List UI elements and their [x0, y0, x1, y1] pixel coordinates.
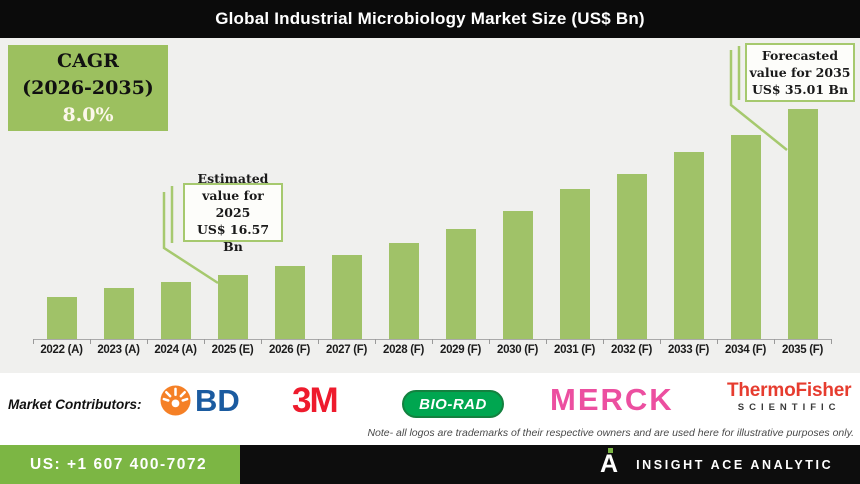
callout-forecasted-2035: Forecasted value for 2035 US$ 35.01 Bn	[745, 43, 855, 102]
bar-column	[489, 38, 546, 339]
contributors-label: Market Contributors:	[8, 397, 142, 412]
callout-2035-line1: Forecasted	[761, 48, 839, 63]
bar-2025	[217, 275, 248, 339]
x-axis-label-2035: 2035 (F)	[781, 344, 824, 356]
footer-bar: US: +1 607 400-7072 A INSIGHT ACE ANALYT…	[0, 445, 860, 484]
bd-logo-text: BD	[195, 382, 240, 418]
bar-2033	[673, 152, 704, 339]
footer-brand-section: A INSIGHT ACE ANALYTIC	[600, 445, 833, 484]
bar-2028	[388, 243, 419, 339]
x-axis-label-2033: 2033 (F)	[667, 344, 710, 356]
x-axis-ticks	[33, 339, 832, 344]
x-axis-label-2023: 2023 (A)	[97, 344, 140, 356]
callout-2035-value: US$ 35.01 Bn	[751, 82, 849, 97]
bar-column	[90, 38, 147, 339]
thermo-fisher-scientific-text: SCIENTIFIC	[737, 402, 841, 413]
callout-2025-line2: value for 2025	[202, 188, 264, 220]
chart-area: CAGR (2026-2035) 8.0% 2022 (A) 2023 (A) 20…	[0, 38, 860, 373]
bar-column	[204, 38, 261, 339]
bar-column	[774, 38, 831, 339]
bar-2023	[103, 288, 134, 339]
bio-rad-logo: BIO-RAD	[402, 390, 504, 418]
bio-rad-logo-text: BIO-RAD	[419, 395, 487, 413]
bar-column	[546, 38, 603, 339]
bar-2024	[160, 282, 191, 339]
x-axis-labels: 2022 (A) 2023 (A) 2024 (A) 2025 (E) 2026 (F)…	[33, 344, 831, 356]
bar-column	[318, 38, 375, 339]
title-bar: Global Industrial Microbiology Market Si…	[0, 0, 860, 38]
x-axis-label-2031: 2031 (F)	[553, 344, 596, 356]
insight-ace-logo-icon: A	[600, 448, 619, 478]
bar-2026	[274, 266, 305, 339]
bar-2030	[502, 211, 533, 339]
x-axis-label-2026: 2026 (F)	[268, 344, 311, 356]
phone-number: US: +1 607 400-7072	[30, 455, 208, 473]
company-name: INSIGHT ACE ANALYTIC	[636, 457, 834, 472]
bar-2034	[730, 135, 761, 339]
x-axis-label-2022: 2022 (A)	[40, 344, 83, 356]
bar-2029	[445, 229, 476, 339]
3m-logo: 3M	[292, 381, 339, 420]
x-axis-label-2029: 2029 (F)	[439, 344, 482, 356]
x-axis-label-2027: 2027 (F)	[325, 344, 368, 356]
x-axis-label-2032: 2032 (F)	[610, 344, 653, 356]
insight-ace-logo-square	[608, 448, 613, 453]
bar-column	[375, 38, 432, 339]
contributors-band: Market Contributors: BD 3M BIO-RAD MERCK	[0, 373, 860, 445]
callout-2025-value: US$ 16.57 Bn	[196, 222, 270, 254]
page-title: Global Industrial Microbiology Market Si…	[215, 9, 645, 28]
cagr-range: (2026-2035)	[22, 76, 154, 99]
bar-2027	[331, 255, 362, 339]
callout-2025-line1: Estimated	[197, 171, 269, 186]
x-axis-label-2028: 2028 (F)	[382, 344, 425, 356]
x-axis-label-2030: 2030 (F)	[496, 344, 539, 356]
bar-column	[660, 38, 717, 339]
bd-logo: BD	[160, 385, 240, 416]
bar-column	[717, 38, 774, 339]
thermo-fisher-logo-text: ThermoFisher	[727, 380, 852, 401]
bar-column	[432, 38, 489, 339]
bar-2031	[559, 189, 590, 339]
bar-column	[603, 38, 660, 339]
x-axis-label-2024: 2024 (A)	[154, 344, 197, 356]
bar-2022	[46, 297, 77, 339]
trademark-note: Note- all logos are trademarks of their …	[367, 427, 854, 439]
thermo-fisher-logo: ThermoFisher SCIENTIFIC	[727, 380, 852, 414]
footer-phone-section: US: +1 607 400-7072	[0, 445, 240, 484]
bar-2035	[787, 109, 818, 339]
callout-estimated-2025: Estimated value for 2025 US$ 16.57 Bn	[183, 171, 283, 254]
cagr-box: CAGR (2026-2035) 8.0%	[8, 45, 168, 131]
cagr-label: CAGR	[57, 49, 119, 72]
cagr-value: 8.0%	[62, 103, 114, 126]
bd-sunburst-icon	[160, 385, 191, 416]
bar-chart	[33, 38, 831, 339]
bar-column	[33, 38, 90, 339]
insight-ace-logo-letter: A	[600, 450, 619, 478]
bar-column	[261, 38, 318, 339]
x-axis-label-2034: 2034 (F)	[724, 344, 767, 356]
merck-logo: MERCK	[550, 382, 674, 417]
bar-column	[147, 38, 204, 339]
callout-2035-line2: value for 2035	[749, 65, 851, 80]
x-axis-label-2025: 2025 (E)	[211, 344, 254, 356]
bar-2032	[616, 174, 647, 339]
